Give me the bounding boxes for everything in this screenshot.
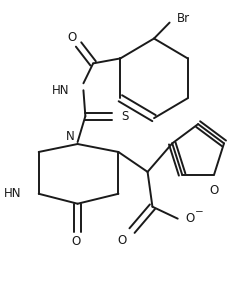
Text: O: O bbox=[118, 234, 127, 247]
Text: O: O bbox=[71, 235, 80, 248]
Text: Br: Br bbox=[177, 12, 190, 25]
Text: O: O bbox=[209, 185, 219, 197]
Text: O: O bbox=[186, 212, 195, 225]
Text: HN: HN bbox=[52, 84, 70, 97]
Text: −: − bbox=[195, 207, 204, 217]
Text: O: O bbox=[67, 31, 76, 44]
Text: N: N bbox=[65, 130, 74, 143]
Text: HN: HN bbox=[4, 187, 21, 200]
Text: S: S bbox=[121, 110, 129, 123]
